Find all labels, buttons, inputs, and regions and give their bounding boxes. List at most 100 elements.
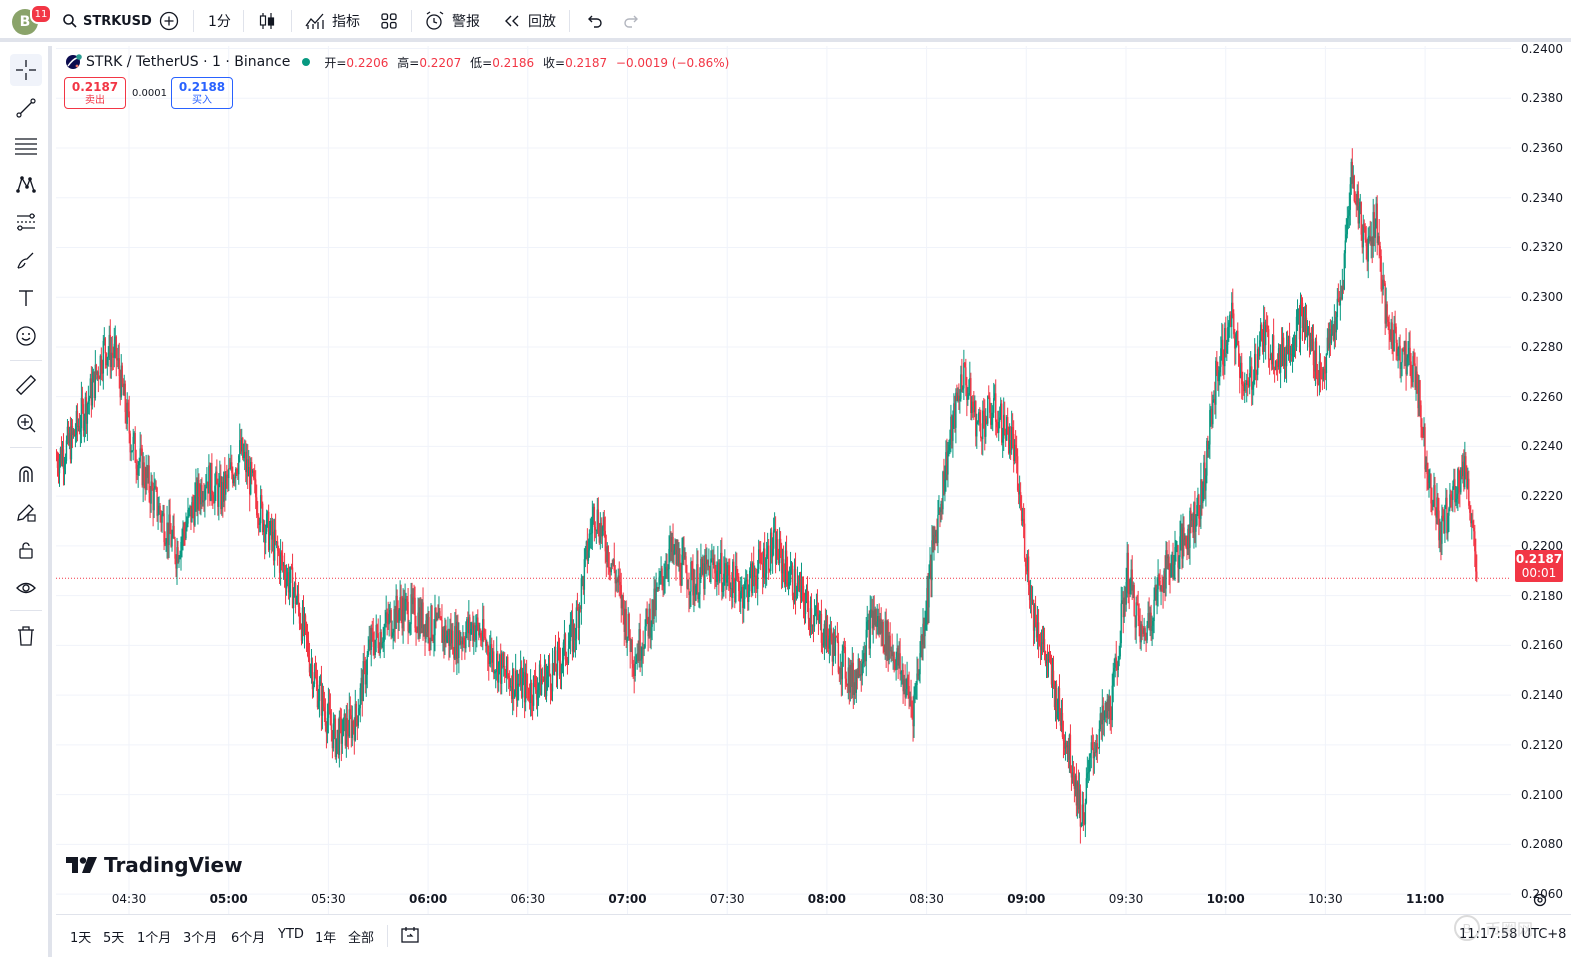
candle-body — [313, 672, 316, 684]
candle-body — [176, 547, 178, 569]
lock-drawing-mode-tool[interactable] — [10, 496, 42, 528]
range-3m[interactable]: 3个月 — [183, 931, 218, 946]
compare-add-button[interactable] — [159, 0, 179, 42]
trend-line-tool[interactable] — [10, 92, 42, 124]
chart-settings-button[interactable] — [1532, 892, 1548, 912]
redo-button[interactable] — [623, 0, 641, 42]
candle-body — [467, 619, 469, 634]
alert-button[interactable]: 警报 — [425, 0, 480, 42]
candle-body — [157, 514, 159, 516]
range-all[interactable]: 全部 — [348, 931, 375, 946]
candle-body — [651, 599, 653, 627]
candle-body — [932, 540, 934, 544]
hide-drawings-tool[interactable] — [10, 572, 42, 604]
candle-body — [408, 631, 410, 633]
fib-tool[interactable] — [10, 130, 42, 162]
candle-body — [486, 644, 488, 647]
forecast-tool[interactable] — [10, 206, 42, 238]
indicators-button[interactable]: 指标 — [305, 0, 360, 42]
layout-templates-button[interactable] — [380, 0, 398, 42]
crosshair-tool[interactable] — [10, 54, 42, 86]
timezone-clock[interactable]: 11:17:58 UTC+8 — [1459, 927, 1567, 942]
candle-body — [1186, 547, 1188, 550]
symbol-search-button[interactable]: STRKUSD — [62, 0, 152, 42]
candle-body — [1034, 605, 1037, 627]
candle-body — [599, 522, 602, 543]
candle-body — [598, 532, 601, 543]
candle-body — [1081, 804, 1084, 824]
candle-body — [225, 474, 227, 495]
emoji-tool[interactable] — [10, 320, 42, 352]
candle-body — [1213, 398, 1215, 400]
range-ytd[interactable]: YTD — [278, 927, 304, 942]
candle-body — [509, 686, 512, 688]
candle-body — [1103, 711, 1105, 721]
candle-body — [1070, 772, 1073, 778]
market-status-dot[interactable] — [302, 58, 311, 66]
tradingview-mark-icon — [66, 857, 97, 873]
candle-body — [856, 670, 858, 678]
candle-body — [192, 502, 194, 509]
candle-body — [799, 580, 802, 598]
range-6m[interactable]: 6个月 — [231, 931, 266, 946]
candle-body — [1456, 493, 1458, 499]
candle-body — [1426, 465, 1428, 475]
candle-body — [1021, 518, 1024, 521]
text-tool[interactable] — [10, 282, 42, 314]
candle-body — [1383, 279, 1385, 284]
go-to-date-button[interactable] — [400, 925, 420, 949]
candle-body — [896, 648, 898, 658]
interval-button[interactable]: 1分 — [208, 0, 231, 42]
candle-body — [1343, 253, 1346, 290]
candle-body — [1278, 348, 1281, 373]
candle-body — [1097, 747, 1100, 749]
candle-body — [1258, 340, 1261, 357]
candle-body — [1194, 502, 1196, 532]
legend-symbol-title[interactable]: STRK / TetherUS · 1 · Binance — [86, 54, 291, 70]
candle-body — [1144, 628, 1146, 636]
candle-body — [305, 622, 308, 637]
candle-body — [889, 635, 891, 652]
range-5d[interactable]: 5天 — [103, 931, 125, 946]
magnet-tool[interactable] — [10, 458, 42, 490]
candle-body — [60, 447, 63, 464]
candle-body — [914, 686, 916, 695]
brush-tool[interactable] — [10, 244, 42, 276]
chart-type-button[interactable] — [258, 0, 276, 42]
sell-button[interactable]: 0.2187 卖出 — [64, 77, 126, 109]
buy-button[interactable]: 0.2188 买入 — [171, 77, 233, 109]
buy-price: 0.2188 — [178, 80, 226, 94]
remove-drawings-tool[interactable] — [10, 620, 42, 652]
measure-tool[interactable] — [10, 369, 42, 401]
candle-body — [1042, 639, 1045, 644]
eye-icon — [16, 582, 36, 594]
candle-body — [822, 644, 825, 646]
price-axis[interactable]: 0.2400 0.2380 0.2360 0.2340 0.2320 0.2300 0.22… — [1511, 42, 1571, 914]
candle-body — [360, 677, 362, 689]
range-1d[interactable]: 1天 — [70, 931, 92, 946]
candle-body — [80, 397, 83, 429]
candle-body — [1292, 344, 1295, 346]
candle-body — [177, 547, 179, 563]
candle-body — [1312, 339, 1315, 366]
candle-body — [158, 505, 160, 515]
candle-body — [327, 702, 330, 718]
candle-body — [654, 588, 656, 611]
candle-body — [1125, 582, 1127, 605]
range-1y[interactable]: 1年 — [315, 931, 337, 946]
candle-body — [1143, 628, 1145, 634]
replay-button[interactable]: 回放 — [503, 0, 556, 42]
zoom-tool[interactable] — [10, 407, 42, 439]
pattern-tool[interactable] — [10, 168, 42, 200]
candle-body — [974, 401, 976, 413]
search-icon — [63, 14, 77, 28]
lock-all-drawings-tool[interactable] — [10, 534, 42, 566]
candle-body — [1287, 335, 1290, 354]
candle-body — [209, 465, 211, 501]
undo-button[interactable] — [585, 0, 603, 42]
price-chart[interactable] — [56, 46, 1511, 914]
candle-body — [1429, 474, 1431, 476]
tradingview-logo[interactable]: TradingView — [66, 853, 243, 877]
range-1m[interactable]: 1个月 — [137, 931, 172, 946]
time-tick: 05:30 — [311, 892, 346, 906]
